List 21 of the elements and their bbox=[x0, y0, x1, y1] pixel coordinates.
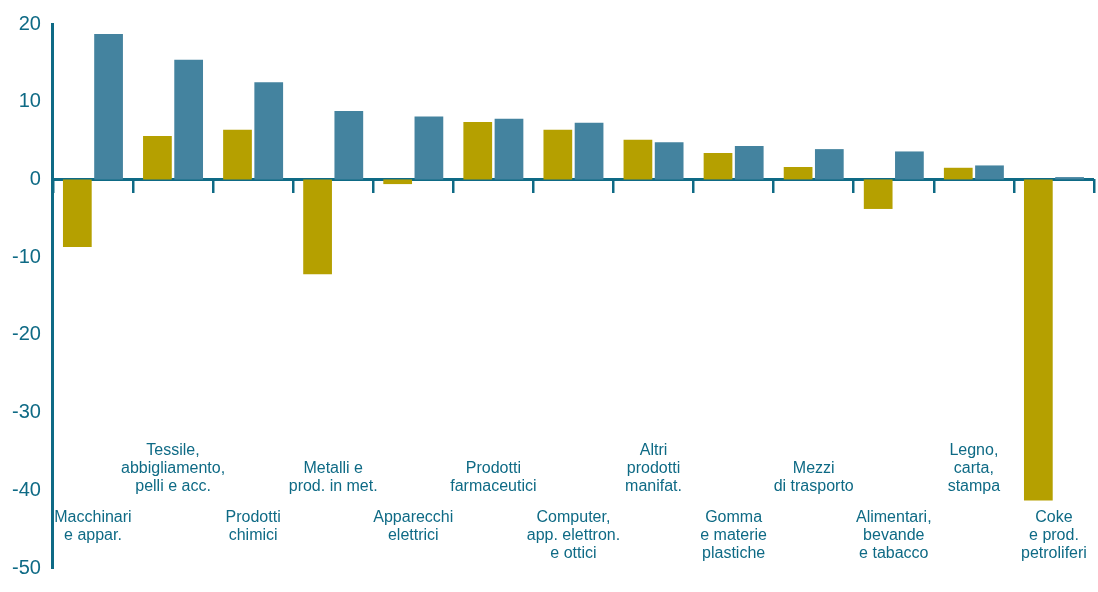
x-tick-label: Gomma e materie plastiche bbox=[700, 508, 768, 562]
x-tick-label: Legno, carta, stampa bbox=[947, 440, 1001, 494]
x-tick-label: Computer, app. elettron. e ottici bbox=[526, 508, 621, 562]
x-tick-label: Coke e prod. petroliferi bbox=[1021, 508, 1087, 562]
x-tick-label: Altri prodotti manifat. bbox=[625, 440, 682, 494]
x-tick-label: Macchinari e appar. bbox=[54, 508, 132, 544]
y-tick-label: -30 bbox=[12, 400, 41, 423]
y-tick-label: -10 bbox=[12, 244, 41, 267]
x-tick-label: Prodotti farmaceutici bbox=[450, 458, 537, 494]
y-tick-label: -20 bbox=[12, 322, 41, 345]
x-tick-label: Tessile, abbigliamento, pelli e acc. bbox=[120, 440, 226, 494]
x-tick-label: Metalli e prod. in met. bbox=[288, 458, 378, 494]
x-tick-label: Prodotti chimici bbox=[225, 508, 281, 544]
x-tick-label: Mezzi di trasporto bbox=[773, 458, 854, 494]
y-tick-label: -40 bbox=[12, 477, 41, 500]
y-tick-label: 20 bbox=[18, 11, 41, 34]
y-tick-label: 0 bbox=[29, 166, 41, 189]
x-tick-label: Alimentari, bevande e tabacco bbox=[856, 508, 932, 562]
y-tick-label: -50 bbox=[12, 555, 41, 578]
y-tick-label: 10 bbox=[18, 89, 41, 112]
x-tick-label: Apparecchi elettrici bbox=[373, 508, 454, 544]
